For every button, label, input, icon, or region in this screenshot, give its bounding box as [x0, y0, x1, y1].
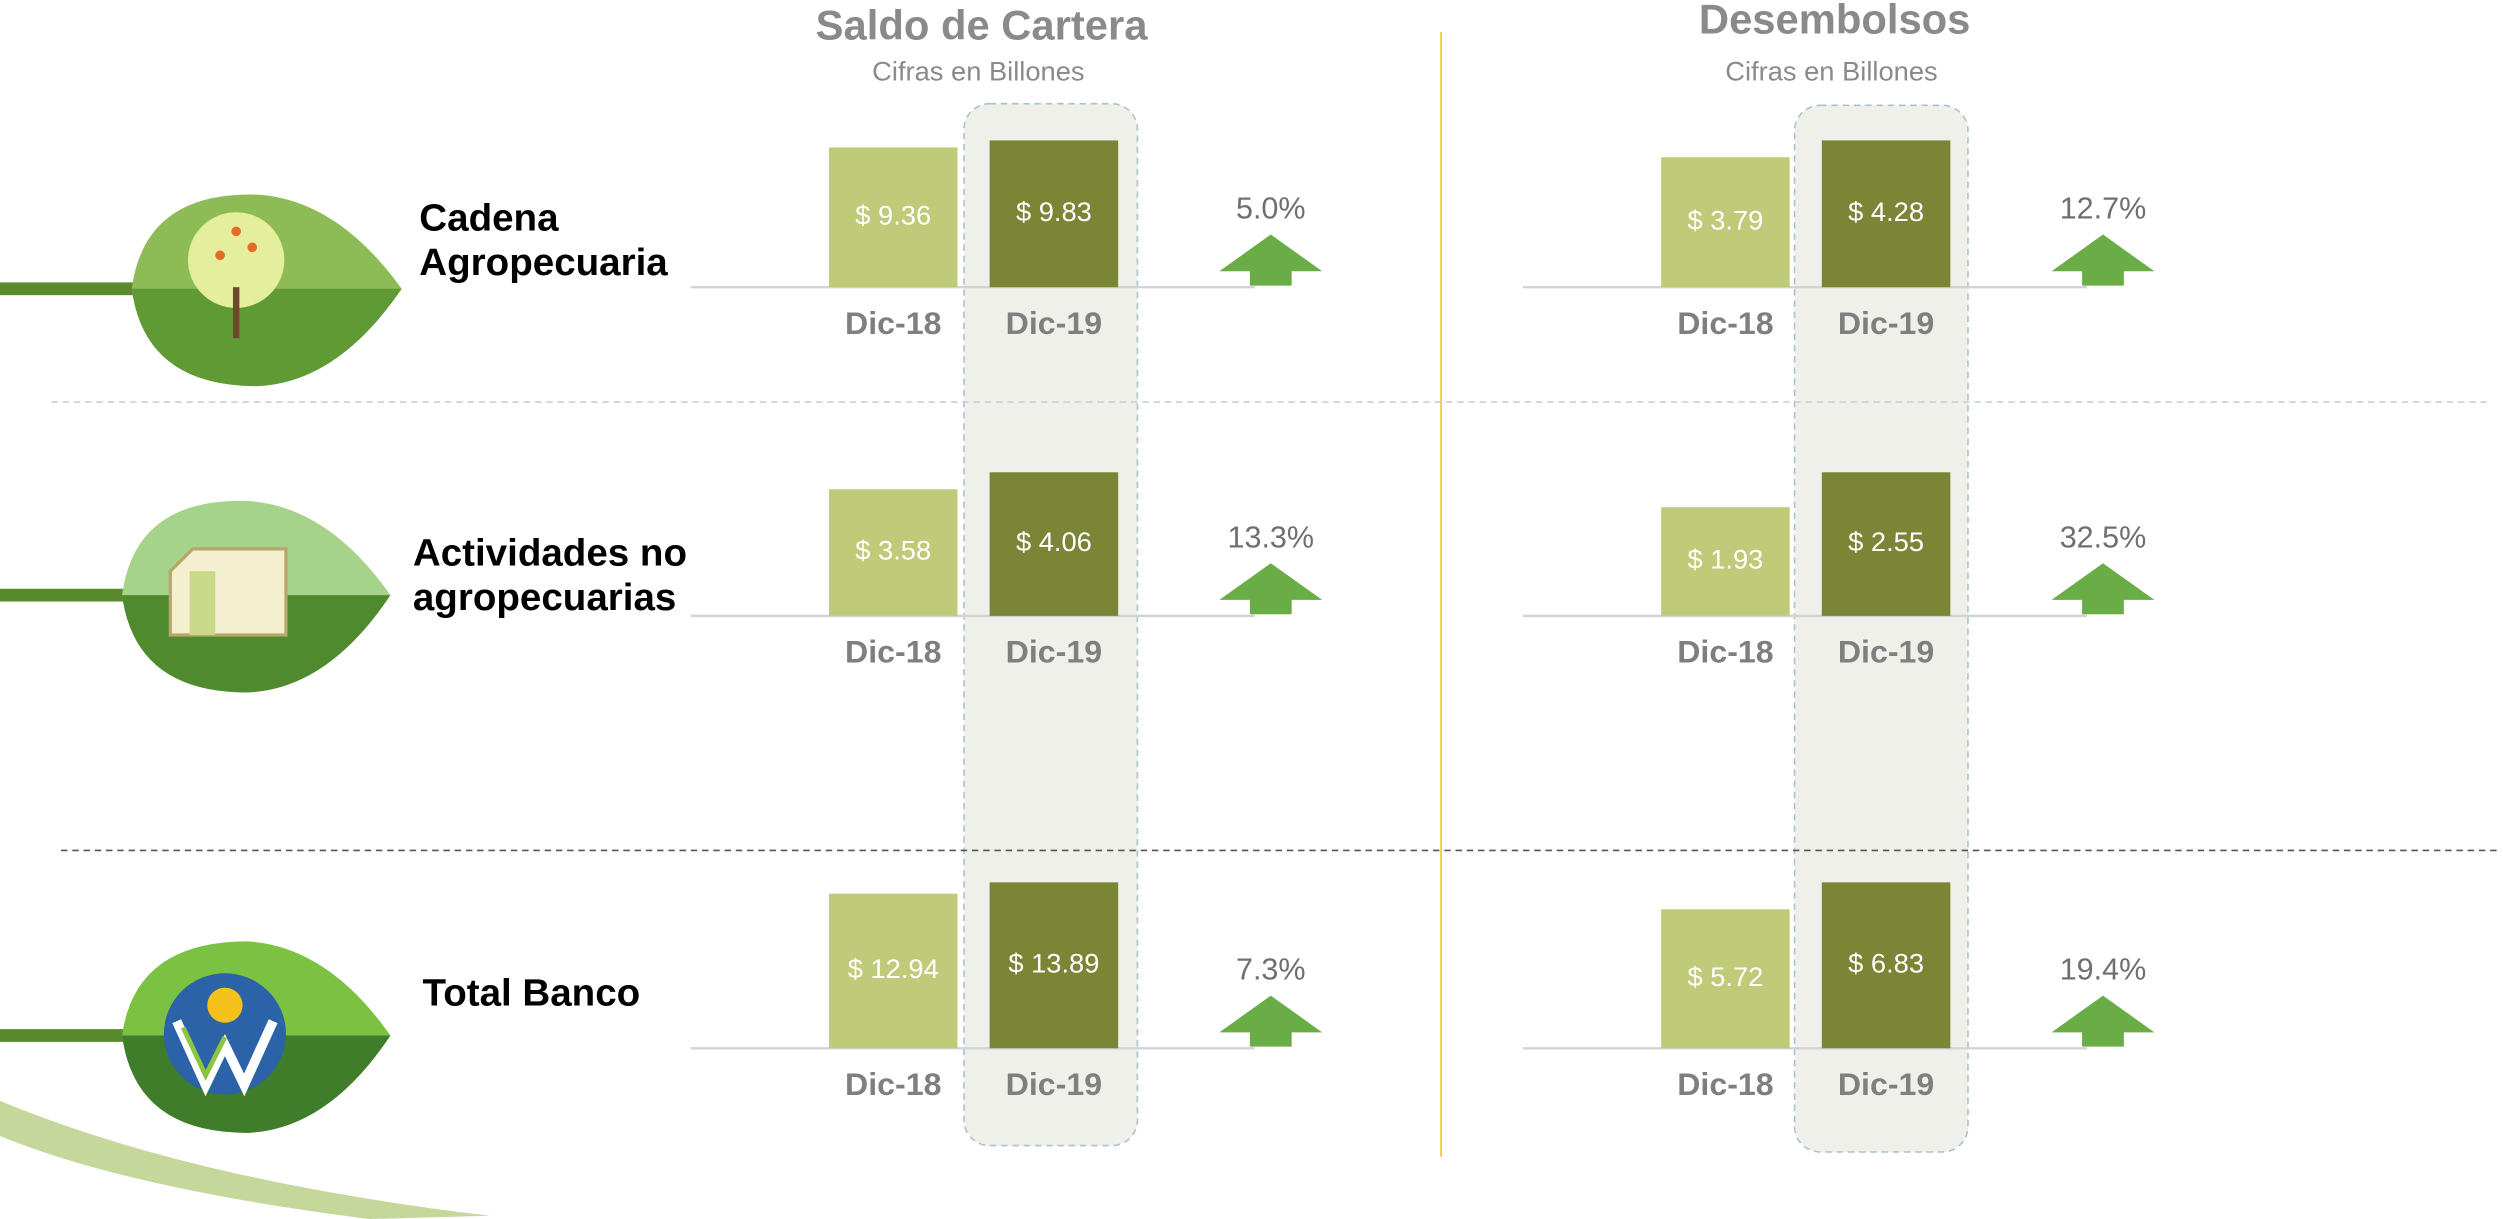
value-label: $ 9.36 — [855, 200, 931, 231]
value-label: $ 3.79 — [1687, 204, 1763, 235]
value-label: $ 4.06 — [1016, 526, 1092, 557]
page: Saldo de Cartera Cifras en Billones Dese… — [0, 0, 2503, 1219]
value-label: $ 9.83 — [1016, 196, 1092, 227]
category-label: Dic-18 — [1677, 1066, 1773, 1102]
change-label: 7.3% — [1236, 953, 1306, 987]
value-label: $ 4.28 — [1848, 196, 1924, 227]
category-label: Dic-19 — [1838, 1066, 1934, 1102]
category-label: Dic-18 — [845, 1066, 941, 1102]
category-label: Dic-19 — [1006, 1066, 1102, 1102]
value-label: $ 6.83 — [1848, 948, 1924, 979]
titles: Saldo de Cartera Cifras en Billones Dese… — [816, 0, 1971, 87]
up-arrow — [1219, 563, 1322, 614]
change-label: 12.7% — [2060, 192, 2147, 226]
row-label: agropecuarias — [413, 576, 676, 619]
category-label: Dic-18 — [845, 634, 941, 670]
category-label: Dic-18 — [1677, 305, 1773, 341]
row-label: Agropecuaria — [419, 241, 668, 284]
leaf-icon-2 — [0, 501, 390, 693]
value-label: $ 1.93 — [1687, 544, 1763, 575]
value-label: $ 13.89 — [1008, 948, 1099, 979]
value-label: $ 3.58 — [855, 535, 931, 566]
category-label: Dic-19 — [1838, 305, 1934, 341]
value-label: $ 5.72 — [1687, 961, 1763, 992]
leaf-icon-1 — [0, 195, 402, 387]
category-label: Dic-19 — [1006, 305, 1102, 341]
up-arrow — [1219, 235, 1322, 286]
up-arrow — [2052, 235, 2155, 286]
category-label: Dic-19 — [1006, 634, 1102, 670]
row-label: Cadena — [419, 196, 559, 239]
value-label: $ 12.94 — [848, 953, 939, 984]
change-label: 13.3% — [1228, 520, 1315, 554]
leaf-icon-3 — [0, 941, 390, 1132]
section-subtitle: Cifras en Billones — [872, 56, 1084, 87]
category-label: Dic-19 — [1838, 634, 1934, 670]
row-label: Total Banco — [423, 972, 641, 1015]
section-title: Desembolsos — [1699, 0, 1971, 42]
change-label: 32.5% — [2060, 520, 2147, 554]
dashboard: Saldo de Cartera Cifras en Billones Dese… — [0, 0, 2503, 1219]
section-subtitle: Cifras en Billones — [1725, 56, 1937, 87]
change-label: 5.0% — [1236, 192, 1306, 226]
category-label: Dic-18 — [845, 305, 941, 341]
up-arrow — [2052, 563, 2155, 614]
row-label: Actividades no — [413, 531, 687, 574]
category-label: Dic-18 — [1677, 634, 1773, 670]
section-title: Saldo de Cartera — [816, 2, 1149, 49]
up-arrow — [1219, 996, 1322, 1047]
up-arrow — [2052, 996, 2155, 1047]
change-label: 19.4% — [2060, 953, 2147, 987]
value-label: $ 2.55 — [1848, 526, 1924, 557]
